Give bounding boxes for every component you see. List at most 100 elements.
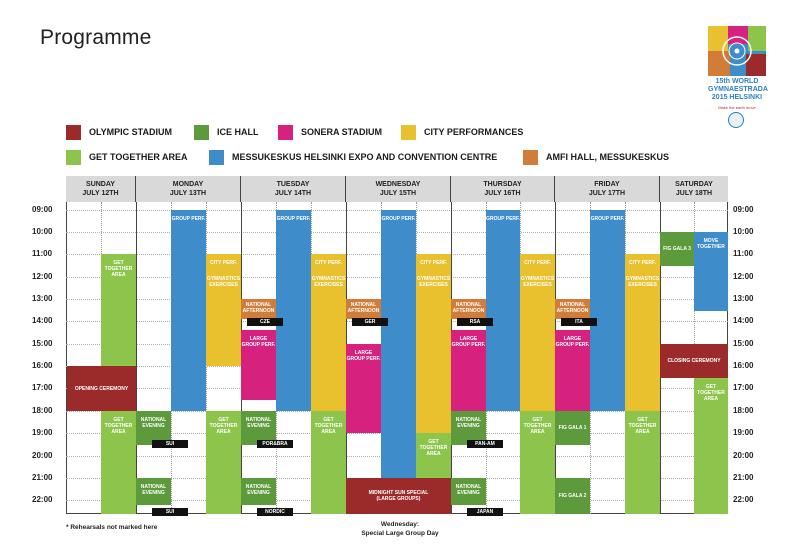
time-label: 21:00	[32, 473, 53, 482]
event-get-together[interactable]: GET TOGETHER AREA	[520, 411, 555, 514]
event-subtitle: GYMNASTICS EXERCISES	[520, 276, 555, 288]
event-opening-ceremony[interactable]: OPENING CEREMONY	[67, 366, 136, 411]
event-get-together[interactable]: GET TOGETHER AREA	[101, 254, 136, 366]
event-city-perf[interactable]: CITY PERF. GYMNASTICS EXERCISES	[206, 254, 241, 366]
day-date: JULY 16TH	[484, 190, 521, 197]
legend-label: OLYMPIC STADIUM	[89, 127, 173, 137]
time-label: 17:00	[733, 383, 754, 392]
event-get-together[interactable]: GET TOGETHER AREA	[101, 411, 136, 514]
time-label: 21:00	[733, 473, 754, 482]
event-national-afternoon[interactable]: NATIONAL AFTERNOON	[451, 299, 486, 319]
event-group-perf[interactable]: GROUP PERF.	[486, 210, 520, 411]
event-large-group-perf[interactable]: LARGE GROUP PERF.	[241, 330, 276, 400]
day-name: FRIDAY	[594, 181, 620, 188]
nation-tag-por-bra: POR&BRA	[257, 440, 293, 448]
event-subtitle: GYMNASTICS EXERCISES	[311, 276, 346, 288]
event-fig-gala-1[interactable]: FIG GALA 1	[555, 411, 590, 445]
event-fig-gala-2[interactable]: FIG GALA 2	[555, 478, 590, 514]
event-subtitle: (LARGE GROUPS)	[376, 496, 421, 502]
time-label: 10:00	[733, 227, 754, 236]
event-national-afternoon[interactable]: NATIONAL AFTERNOON	[241, 299, 276, 319]
event-national-afternoon[interactable]: NATIONAL AFTERNOON	[346, 299, 381, 319]
legend-label: GET TOGETHER AREA	[89, 152, 188, 162]
nation-tag-cze: CZE	[247, 318, 283, 326]
legend-label: ICE HALL	[217, 127, 259, 137]
event-fig-gala-3[interactable]: FIG GALA 3	[660, 232, 694, 266]
time-label: 12:00	[32, 272, 53, 281]
time-label: 12:00	[733, 272, 754, 281]
event-get-together[interactable]: GET TOGETHER AREA	[694, 378, 728, 514]
day-date: JULY 15TH	[379, 190, 417, 197]
time-label: 13:00	[733, 294, 754, 303]
logo-line-3: 2015 HELSINKI	[711, 94, 763, 101]
event-national-evening[interactable]: NATIONAL EVENING	[136, 478, 171, 505]
legend-sonera-stadium: SONERA STADIUM	[278, 124, 382, 140]
event-national-evening[interactable]: NATIONAL EVENING	[241, 411, 276, 445]
logo-line-2: GYMNAESTRADA	[708, 86, 768, 93]
legend-messukeskus: MESSUKESKUS HELSINKI EXPO AND CONVENTION…	[209, 149, 497, 165]
legend-ice-hall: ICE HALL	[194, 124, 259, 140]
day-header-thursday: THURSDAY JULY 16TH	[451, 176, 555, 202]
time-label: 18:00	[32, 406, 53, 415]
event-get-together[interactable]: GET TOGETHER AREA	[206, 411, 241, 514]
nation-tag-sui: SUI	[152, 508, 188, 516]
logo-text: 15th WORLD GYMNAESTRADA 2015 HELSINKI	[708, 78, 768, 102]
day-date: JULY 18TH	[675, 190, 713, 197]
day-date: JULY 14TH	[274, 190, 312, 197]
time-label: 15:00	[733, 339, 754, 348]
event-midnight-sun-special[interactable]: MIDNIGHT SUN SPECIAL (LARGE GROUPS)	[346, 478, 451, 514]
event-national-evening[interactable]: NATIONAL EVENING	[451, 478, 486, 505]
event-subtitle: GYMNASTICS EXERCISES	[416, 276, 451, 288]
legend-label: CITY PERFORMANCES	[424, 127, 524, 137]
event-national-afternoon[interactable]: NATIONAL AFTERNOON	[555, 299, 590, 319]
day-header-friday: FRIDAY JULY 17TH	[555, 176, 660, 202]
event-city-perf[interactable]: CITY PERF. GYMNASTICS EXERCISES	[520, 254, 555, 411]
time-label: 09:00	[733, 205, 754, 214]
logo-graphic	[708, 26, 766, 76]
event-get-together[interactable]: GET TOGETHER AREA	[625, 411, 660, 514]
event-title: CITY PERF.	[420, 260, 447, 266]
event-city-perf[interactable]: CITY PERF. GYMNASTICS EXERCISES	[416, 254, 451, 433]
event-subtitle: GYMNASTICS EXERCISES	[625, 276, 660, 288]
time-label: 18:00	[733, 406, 754, 415]
time-label: 09:00	[32, 205, 53, 214]
event-large-group-perf[interactable]: LARGE GROUP PERF.	[555, 330, 590, 411]
event-city-perf[interactable]: CITY PERF. GYMNASTICS EXERCISES	[625, 254, 660, 411]
wednesday-note-label: Wednesday:	[380, 521, 420, 528]
day-date: JULY 17TH	[588, 190, 626, 197]
legend-amfi-hall: AMFI HALL, MESSUKESKUS	[523, 149, 669, 165]
event-large-group-perf[interactable]: LARGE GROUP PERF.	[451, 330, 486, 411]
nation-tag-ger: GER	[352, 318, 388, 326]
event-national-evening[interactable]: NATIONAL EVENING	[241, 478, 276, 505]
event-get-together[interactable]: GET TOGETHER AREA	[416, 433, 451, 478]
day-header-saturday: SATURDAY JULY 18TH	[660, 176, 728, 202]
day-header-tuesday: TUESDAY JULY 14TH	[241, 176, 346, 202]
time-label: 16:00	[733, 361, 754, 370]
event-group-perf[interactable]: GROUP PERF.	[276, 210, 311, 411]
day-name: TUESDAY	[276, 181, 310, 188]
fig-seal-icon	[728, 112, 744, 128]
event-national-evening[interactable]: NATIONAL EVENING	[451, 411, 486, 445]
day-name: MONDAY	[172, 181, 204, 188]
event-move-together[interactable]: MOVE TOGETHER	[694, 232, 728, 311]
gymnaestrada-logo: 15th WORLD GYMNAESTRADA 2015 HELSINKI Ma…	[708, 26, 768, 128]
nation-tag-rsa: RSA	[457, 318, 493, 326]
legend-swatch	[194, 124, 209, 140]
event-group-perf[interactable]: GROUP PERF.	[171, 210, 206, 411]
legend-swatch	[401, 124, 416, 140]
event-national-evening[interactable]: NATIONAL EVENING	[136, 411, 171, 445]
legend-get-together: GET TOGETHER AREA	[66, 149, 188, 165]
legend-swatch	[66, 149, 81, 165]
event-group-perf[interactable]: GROUP PERF.	[381, 210, 416, 478]
time-label: 14:00	[32, 316, 53, 325]
event-group-perf[interactable]: GROUP PERF.	[590, 210, 625, 411]
time-label: 20:00	[733, 451, 754, 460]
event-large-group-perf[interactable]: LARGE GROUP PERF.	[346, 344, 381, 433]
event-get-together[interactable]: GET TOGETHER AREA	[311, 411, 346, 514]
time-label: 14:00	[733, 316, 754, 325]
event-closing-ceremony[interactable]: CLOSING CEREMONY	[660, 344, 728, 378]
time-label: 11:00	[32, 249, 53, 258]
page-title: Programme	[40, 26, 152, 49]
event-city-perf[interactable]: CITY PERF. GYMNASTICS EXERCISES	[311, 254, 346, 411]
day-date: JULY 13TH	[169, 190, 207, 197]
